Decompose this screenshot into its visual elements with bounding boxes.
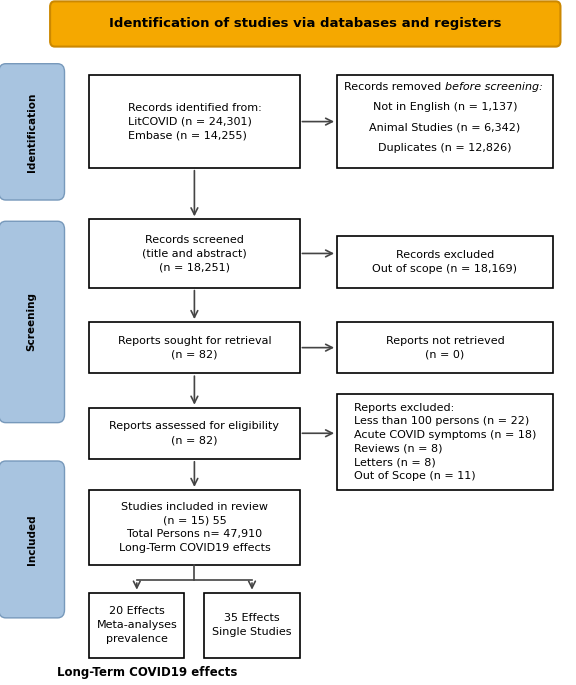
FancyBboxPatch shape <box>337 75 553 168</box>
FancyBboxPatch shape <box>337 394 553 490</box>
FancyBboxPatch shape <box>337 322 553 373</box>
Text: Not in English (n = 1,137): Not in English (n = 1,137) <box>373 102 517 112</box>
Text: Records screened
(title and abstract)
(n = 18,251): Records screened (title and abstract) (n… <box>142 235 247 272</box>
Text: Identification: Identification <box>26 92 37 171</box>
FancyBboxPatch shape <box>0 64 65 200</box>
Text: Studies included in review
(n = 15) 55
Total Persons n= 47,910
Long-Term COVID19: Studies included in review (n = 15) 55 T… <box>119 502 270 553</box>
FancyBboxPatch shape <box>89 408 300 459</box>
Text: Screening: Screening <box>26 292 37 351</box>
Text: Reports assessed for eligibility
(n = 82): Reports assessed for eligibility (n = 82… <box>109 421 279 445</box>
FancyBboxPatch shape <box>0 461 65 618</box>
Text: 35 Effects
Single Studies: 35 Effects Single Studies <box>212 613 292 637</box>
Text: before screening:: before screening: <box>445 82 543 92</box>
FancyBboxPatch shape <box>89 75 300 168</box>
FancyBboxPatch shape <box>0 221 65 423</box>
Text: Reports excluded:
Less than 100 persons (n = 22)
Acute COVID symptoms (n = 18)
R: Reports excluded: Less than 100 persons … <box>354 403 536 481</box>
Text: Records identified from:
LitCOVID (n = 24,301)
Embase (n = 14,255): Records identified from: LitCOVID (n = 2… <box>127 103 262 140</box>
Text: Reports not retrieved
(n = 0): Reports not retrieved (n = 0) <box>385 336 505 360</box>
Text: Included: Included <box>26 514 37 564</box>
Text: Reports sought for retrieval
(n = 82): Reports sought for retrieval (n = 82) <box>118 336 271 360</box>
FancyBboxPatch shape <box>89 322 300 373</box>
Text: Records excluded
Out of scope (n = 18,169): Records excluded Out of scope (n = 18,16… <box>373 250 517 274</box>
Text: Duplicates (n = 12,826): Duplicates (n = 12,826) <box>378 143 511 153</box>
Text: 20 Effects
Meta-analyses
prevalence: 20 Effects Meta-analyses prevalence <box>96 606 177 644</box>
Text: Records removed: Records removed <box>344 82 445 92</box>
FancyBboxPatch shape <box>89 593 184 658</box>
Text: Animal Studies (n = 6,342): Animal Studies (n = 6,342) <box>369 123 521 133</box>
Text: Identification of studies via databases and registers: Identification of studies via databases … <box>109 18 502 30</box>
FancyBboxPatch shape <box>89 219 300 288</box>
FancyBboxPatch shape <box>337 236 553 288</box>
FancyBboxPatch shape <box>89 490 300 565</box>
FancyBboxPatch shape <box>204 593 300 658</box>
Text: Long-Term COVID19 effects: Long-Term COVID19 effects <box>56 666 237 679</box>
FancyBboxPatch shape <box>50 1 560 47</box>
